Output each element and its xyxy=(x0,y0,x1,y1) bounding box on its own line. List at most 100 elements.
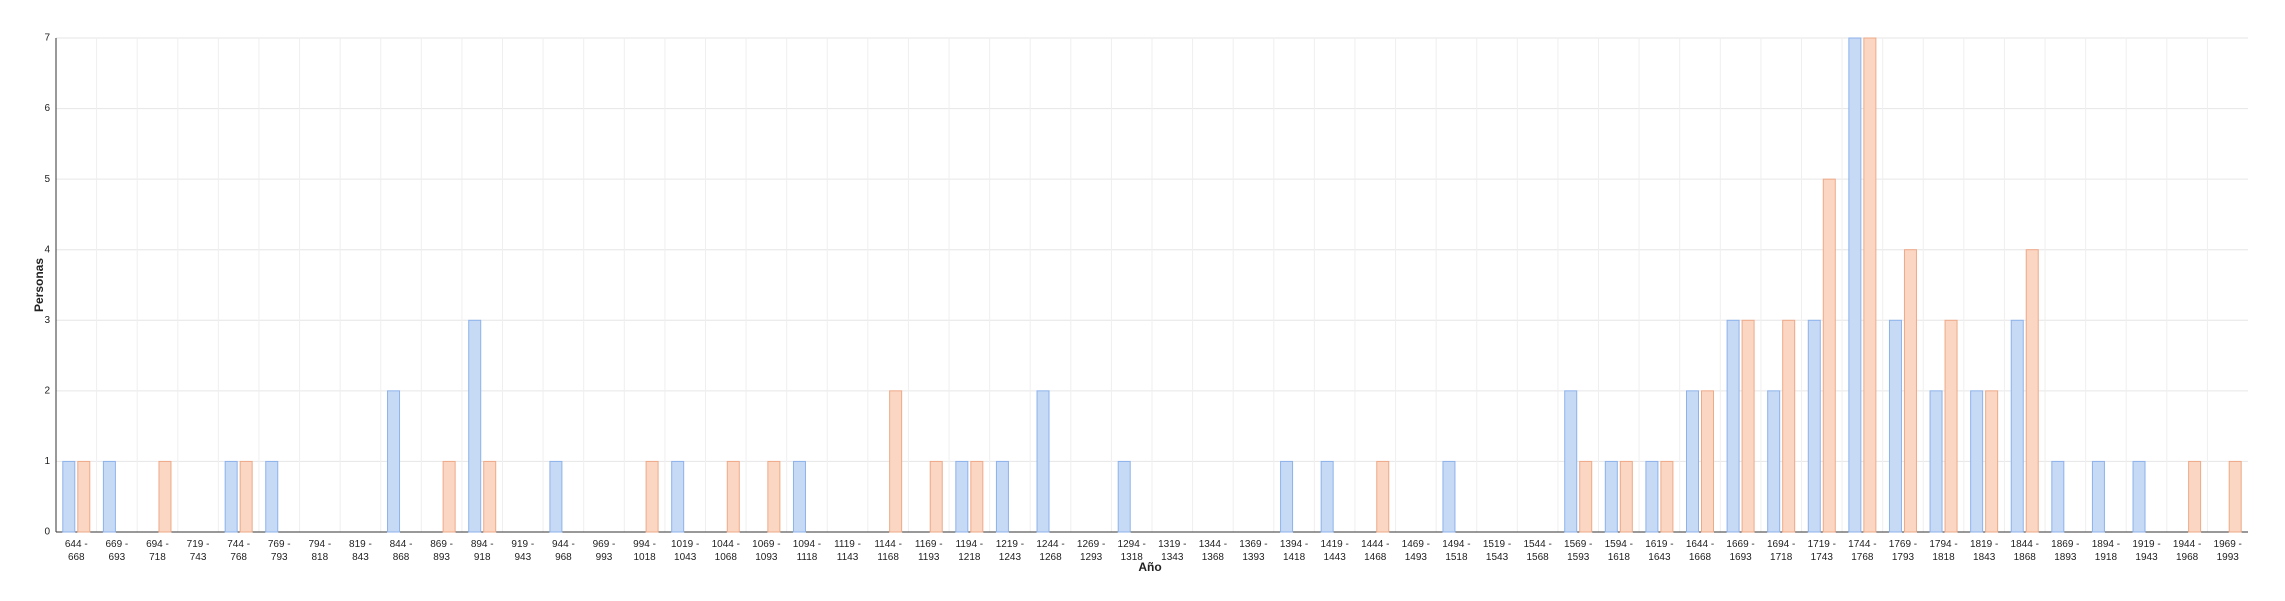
bar xyxy=(1564,390,1578,533)
x-tick-label: 1244 - 1268 xyxy=(1036,539,1065,563)
x-tick-label: 1469 - 1493 xyxy=(1401,539,1431,563)
bar xyxy=(1782,319,1796,533)
x-tick-label: 1769 - 1793 xyxy=(1888,539,1918,563)
x-tick-label: 1844 - 1868 xyxy=(2010,539,2039,563)
y-tick-label: 1 xyxy=(44,456,50,467)
bar xyxy=(1767,390,1781,533)
bar xyxy=(767,460,781,533)
y-tick-label: 5 xyxy=(44,174,50,185)
bar xyxy=(239,460,253,533)
x-tick-label: 1594 - 1618 xyxy=(1604,539,1633,563)
bar xyxy=(2188,460,2202,533)
bar xyxy=(2025,249,2039,533)
x-tick-label: 1969 - 1993 xyxy=(2213,539,2242,563)
bar xyxy=(468,319,482,533)
bar xyxy=(1807,319,1821,533)
bar xyxy=(1944,319,1958,533)
bar xyxy=(1376,460,1390,533)
x-tick-label: 819 - 843 xyxy=(349,539,372,563)
x-tick-label: 1069 - 1093 xyxy=(752,539,781,563)
bar xyxy=(102,460,116,533)
bar xyxy=(1929,390,1943,533)
bar xyxy=(955,460,969,533)
bar xyxy=(1863,37,1877,533)
x-tick-label: 1819 - 1843 xyxy=(1969,539,1999,563)
x-tick-label: 969 - 993 xyxy=(592,539,616,563)
x-tick-label: 1044 - 1068 xyxy=(711,539,740,563)
x-tick-label: 694 - 718 xyxy=(146,539,169,563)
x-tick-label: 1119 - 1143 xyxy=(834,539,861,563)
x-tick-label: 1144 - 1168 xyxy=(874,539,902,563)
y-tick-label: 4 xyxy=(44,244,50,255)
bar xyxy=(1579,460,1593,533)
x-tick-label: 1219 - 1243 xyxy=(995,539,1025,563)
bar xyxy=(1280,460,1294,533)
bar xyxy=(1903,249,1917,533)
bar xyxy=(1604,460,1618,533)
x-tick-label: 1894 - 1918 xyxy=(2091,539,2121,563)
bar xyxy=(77,460,91,533)
bar xyxy=(387,390,401,533)
bar xyxy=(1619,460,1633,533)
x-tick-label: 1494 - 1518 xyxy=(1442,539,1471,563)
x-tick-label: 869 - 893 xyxy=(430,539,454,563)
bar xyxy=(726,460,740,533)
x-tick-label: 1744 - 1768 xyxy=(1848,539,1877,563)
bar xyxy=(889,390,903,533)
x-tick-label: 744 - 768 xyxy=(227,539,251,563)
x-tick-label: 1319 - 1343 xyxy=(1158,539,1187,563)
x-tick-label: 1169 - 1193 xyxy=(914,539,943,563)
y-tick-label: 0 xyxy=(44,527,50,538)
x-axis-title: Año xyxy=(1138,560,1161,574)
bar xyxy=(2091,460,2105,533)
bar xyxy=(442,460,456,533)
x-tick-label: 1669 - 1693 xyxy=(1726,539,1755,563)
x-tick-label: 1544 - 1568 xyxy=(1523,539,1552,563)
bar xyxy=(265,460,279,533)
bar xyxy=(1726,319,1740,533)
bar xyxy=(1701,390,1714,533)
x-tick-label: 1269 - 1293 xyxy=(1076,539,1106,563)
x-tick-label: 1794 - 1818 xyxy=(1929,539,1958,563)
bar xyxy=(1320,460,1334,533)
x-tick-label: 1869 - 1893 xyxy=(2051,539,2080,563)
bar xyxy=(1822,178,1836,533)
bar xyxy=(1660,460,1674,533)
bar xyxy=(483,460,497,533)
y-tick-label: 2 xyxy=(44,385,50,396)
x-tick-label: 1444 - 1468 xyxy=(1361,539,1390,563)
bar xyxy=(1970,390,1984,533)
bar xyxy=(1036,390,1050,533)
x-tick-label: 1394 - 1418 xyxy=(1279,539,1309,563)
x-tick-label: 1519 - 1543 xyxy=(1482,539,1512,563)
y-tick-label: 7 xyxy=(44,33,50,44)
bar xyxy=(2228,460,2242,533)
x-tick-label: 1569 - 1593 xyxy=(1564,539,1593,563)
bar xyxy=(671,460,685,533)
x-tick-label: 769 - 793 xyxy=(267,539,291,563)
bar xyxy=(2132,460,2146,533)
bar xyxy=(1442,460,1456,533)
x-tick-label: 669 - 693 xyxy=(105,539,129,563)
bar xyxy=(1645,460,1659,533)
bar xyxy=(62,460,76,533)
x-tick-label: 1019 - 1043 xyxy=(670,539,700,563)
x-tick-label: 1344 - 1368 xyxy=(1198,539,1228,563)
x-tick-label: 1094 - 1118 xyxy=(792,539,822,563)
bar xyxy=(1741,319,1755,533)
x-tick-label: 1419 - 1443 xyxy=(1320,539,1349,563)
x-tick-label: 794 - 818 xyxy=(308,539,332,563)
x-tick-label: 1619 - 1643 xyxy=(1645,539,1674,563)
y-axis-title: Personas xyxy=(32,258,46,312)
x-tick-label: 1294 - 1318 xyxy=(1117,539,1146,563)
x-tick-label: 1194 - 1218 xyxy=(955,539,984,563)
bar xyxy=(1985,390,1999,533)
bar xyxy=(995,460,1009,533)
bar xyxy=(158,460,172,533)
bar xyxy=(1686,390,1699,533)
x-tick-label: 1369 - 1393 xyxy=(1239,539,1268,563)
x-tick-label: 644 - 668 xyxy=(64,539,88,563)
y-tick-label: 6 xyxy=(44,103,50,114)
